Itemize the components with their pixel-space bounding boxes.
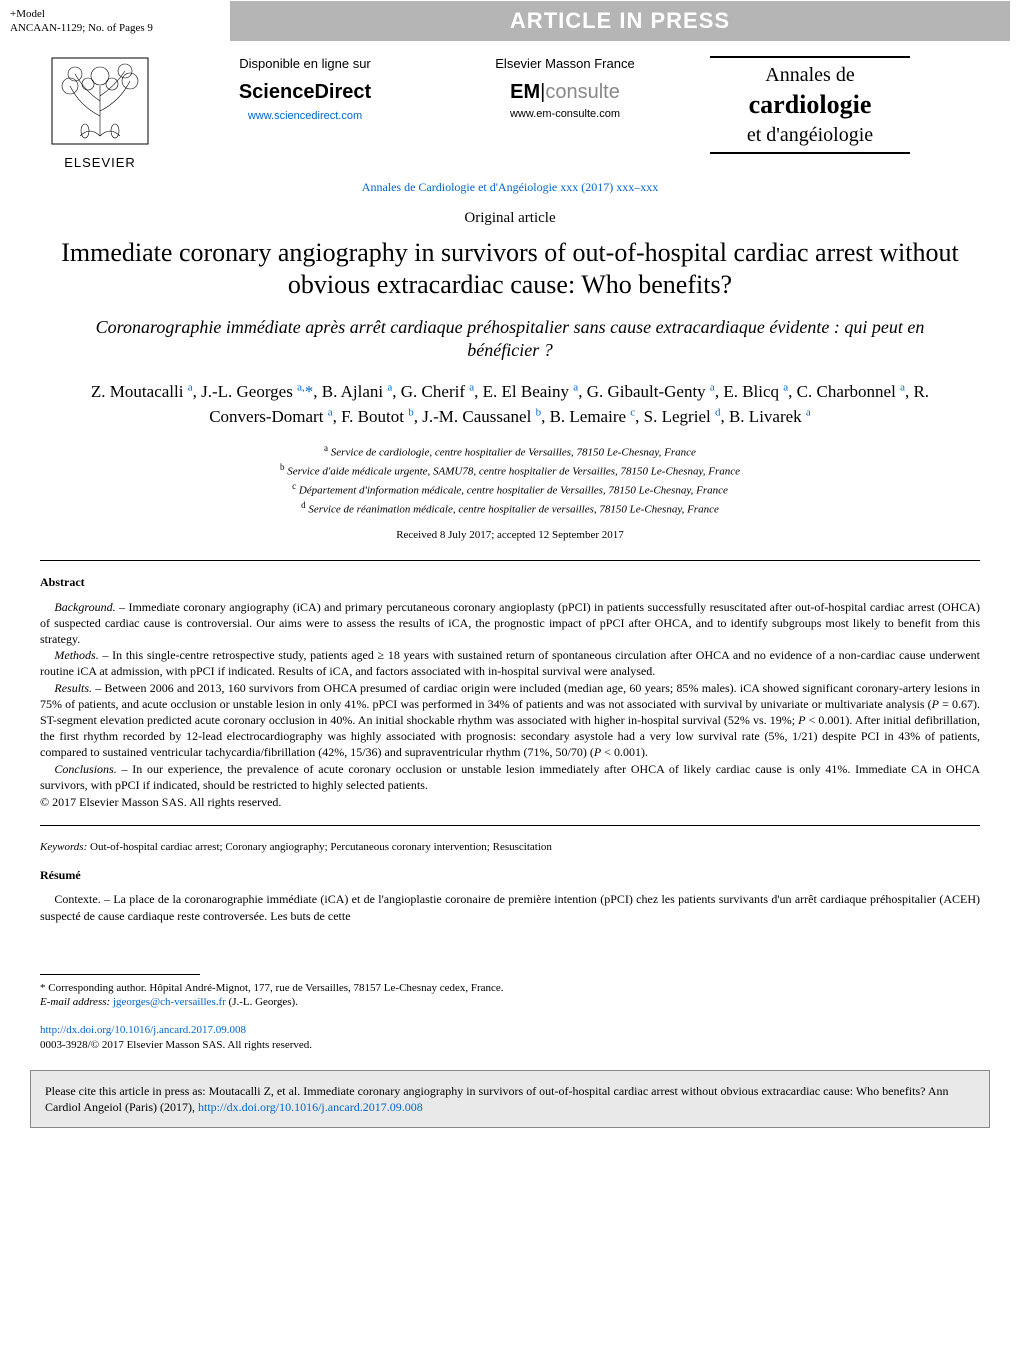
sciencedirect-brand: ScienceDirect [190, 79, 420, 105]
footnotes: * Corresponding author. Hôpital André-Mi… [0, 981, 1020, 1010]
model-line2: ANCAAN-1129; No. of Pages 9 [10, 21, 230, 35]
top-banner: ELSEVIER Disponible en ligne sur Science… [0, 42, 1020, 176]
journal-line3: et d'angéiologie [710, 122, 910, 148]
sd-availability: Disponible en ligne sur [190, 56, 420, 73]
divider-rule [40, 560, 980, 561]
citation-text: Please cite this article in press as: Mo… [45, 1084, 949, 1114]
affiliation-d: d Service de réanimation médicale, centr… [0, 499, 1020, 518]
annals-citation[interactable]: Annales de Cardiologie et d'Angéiologie … [362, 180, 658, 194]
authors-list: Z. Moutacalli a, J.-L. Georges a,*, B. A… [0, 379, 1020, 430]
divider-rule-2 [40, 825, 980, 826]
journal-citation-link[interactable]: Annales de Cardiologie et d'Angéiologie … [0, 180, 1020, 196]
affiliation-a: a Service de cardiologie, centre hospita… [0, 442, 1020, 461]
corresponding-author: * Corresponding author. Hôpital André-Mi… [40, 981, 980, 995]
model-info: +Model ANCAAN-1129; No. of Pages 9 [10, 7, 230, 36]
em-publisher: Elsevier Masson France [450, 56, 680, 73]
doi-link[interactable]: http://dx.doi.org/10.1016/j.ancard.2017.… [40, 1024, 246, 1036]
journal-title-block: Annales de cardiologie et d'angéiologie [710, 56, 910, 154]
keywords-line: Keywords: Out-of-hospital cardiac arrest… [40, 840, 980, 854]
abstract-methods: Methods. – In this single-centre retrosp… [40, 647, 980, 679]
issn-copyright: 0003-3928/© 2017 Elsevier Masson SAS. Al… [40, 1038, 980, 1052]
article-in-press-banner: ARTICLE IN PRESS [230, 1, 1010, 42]
journal-line1: Annales de [710, 62, 910, 88]
em-brand-bold: EM [510, 81, 540, 103]
keywords-label: Keywords: [40, 841, 87, 853]
emconsulte-link[interactable]: www.em-consulte.com [450, 107, 680, 121]
elsevier-logo: ELSEVIER [40, 56, 160, 172]
abstract-background: Background. – Immediate coronary angiogr… [40, 599, 980, 648]
email-line: E-mail address: jgeorges@ch-versailles.f… [40, 995, 980, 1009]
sciencedirect-link[interactable]: www.sciencedirect.com [248, 110, 362, 122]
keywords-values: Out-of-hospital cardiac arrest; Coronary… [90, 841, 552, 853]
email-person: (J.-L. Georges). [229, 996, 298, 1008]
keywords-section: Keywords: Out-of-hospital cardiac arrest… [0, 840, 1020, 924]
abstract-results: Results. – Between 2006 and 2013, 160 su… [40, 680, 980, 761]
citation-box: Please cite this article in press as: Mo… [30, 1070, 990, 1128]
article-title-english: Immediate coronary angiography in surviv… [0, 237, 1020, 302]
abstract-conclusions: Conclusions. – In our experience, the pr… [40, 761, 980, 793]
abstract-copyright: © 2017 Elsevier Masson SAS. All rights r… [40, 795, 980, 811]
affiliation-c: c Département d'information médicale, ce… [0, 480, 1020, 499]
affiliation-b: b Service d'aide médicale urgente, SAMU7… [0, 461, 1020, 480]
article-title-french: Coronarographie immédiate après arrêt ca… [0, 316, 1020, 363]
emconsulte-brand: EM|consulte [450, 79, 680, 105]
article-type: Original article [0, 209, 1020, 229]
header-strip: +Model ANCAAN-1129; No. of Pages 9 ARTIC… [0, 0, 1020, 42]
email-label: E-mail address: [40, 996, 110, 1008]
citation-doi-link[interactable]: http://dx.doi.org/10.1016/j.ancard.2017.… [198, 1100, 423, 1114]
sciencedirect-block: Disponible en ligne sur ScienceDirect ww… [190, 56, 420, 124]
affiliations-list: a Service de cardiologie, centre hospita… [0, 442, 1020, 518]
resume-body: Contexte. – La place de la coronarograph… [40, 891, 980, 923]
footnote-rule [40, 974, 200, 975]
abstract-body: Background. – Immediate coronary angiogr… [40, 599, 980, 793]
doi-block: http://dx.doi.org/10.1016/j.ancard.2017.… [0, 1009, 1020, 1062]
article-dates: Received 8 July 2017; accepted 12 Septem… [0, 528, 1020, 542]
corresponding-email[interactable]: jgeorges@ch-versailles.fr [113, 996, 226, 1008]
em-brand-thin: consulte [545, 81, 620, 103]
elsevier-label: ELSEVIER [40, 155, 160, 172]
journal-line2: cardiologie [710, 88, 910, 122]
abstract-section: Abstract Background. – Immediate coronar… [0, 575, 1020, 810]
resume-heading: Résumé [40, 868, 980, 884]
model-line1: +Model [10, 7, 230, 21]
abstract-heading: Abstract [40, 575, 980, 591]
elsevier-tree-icon [50, 56, 150, 146]
emconsulte-block: Elsevier Masson France EM|consulte www.e… [450, 56, 680, 121]
resume-contexte: Contexte. – La place de la coronarograph… [40, 891, 980, 923]
